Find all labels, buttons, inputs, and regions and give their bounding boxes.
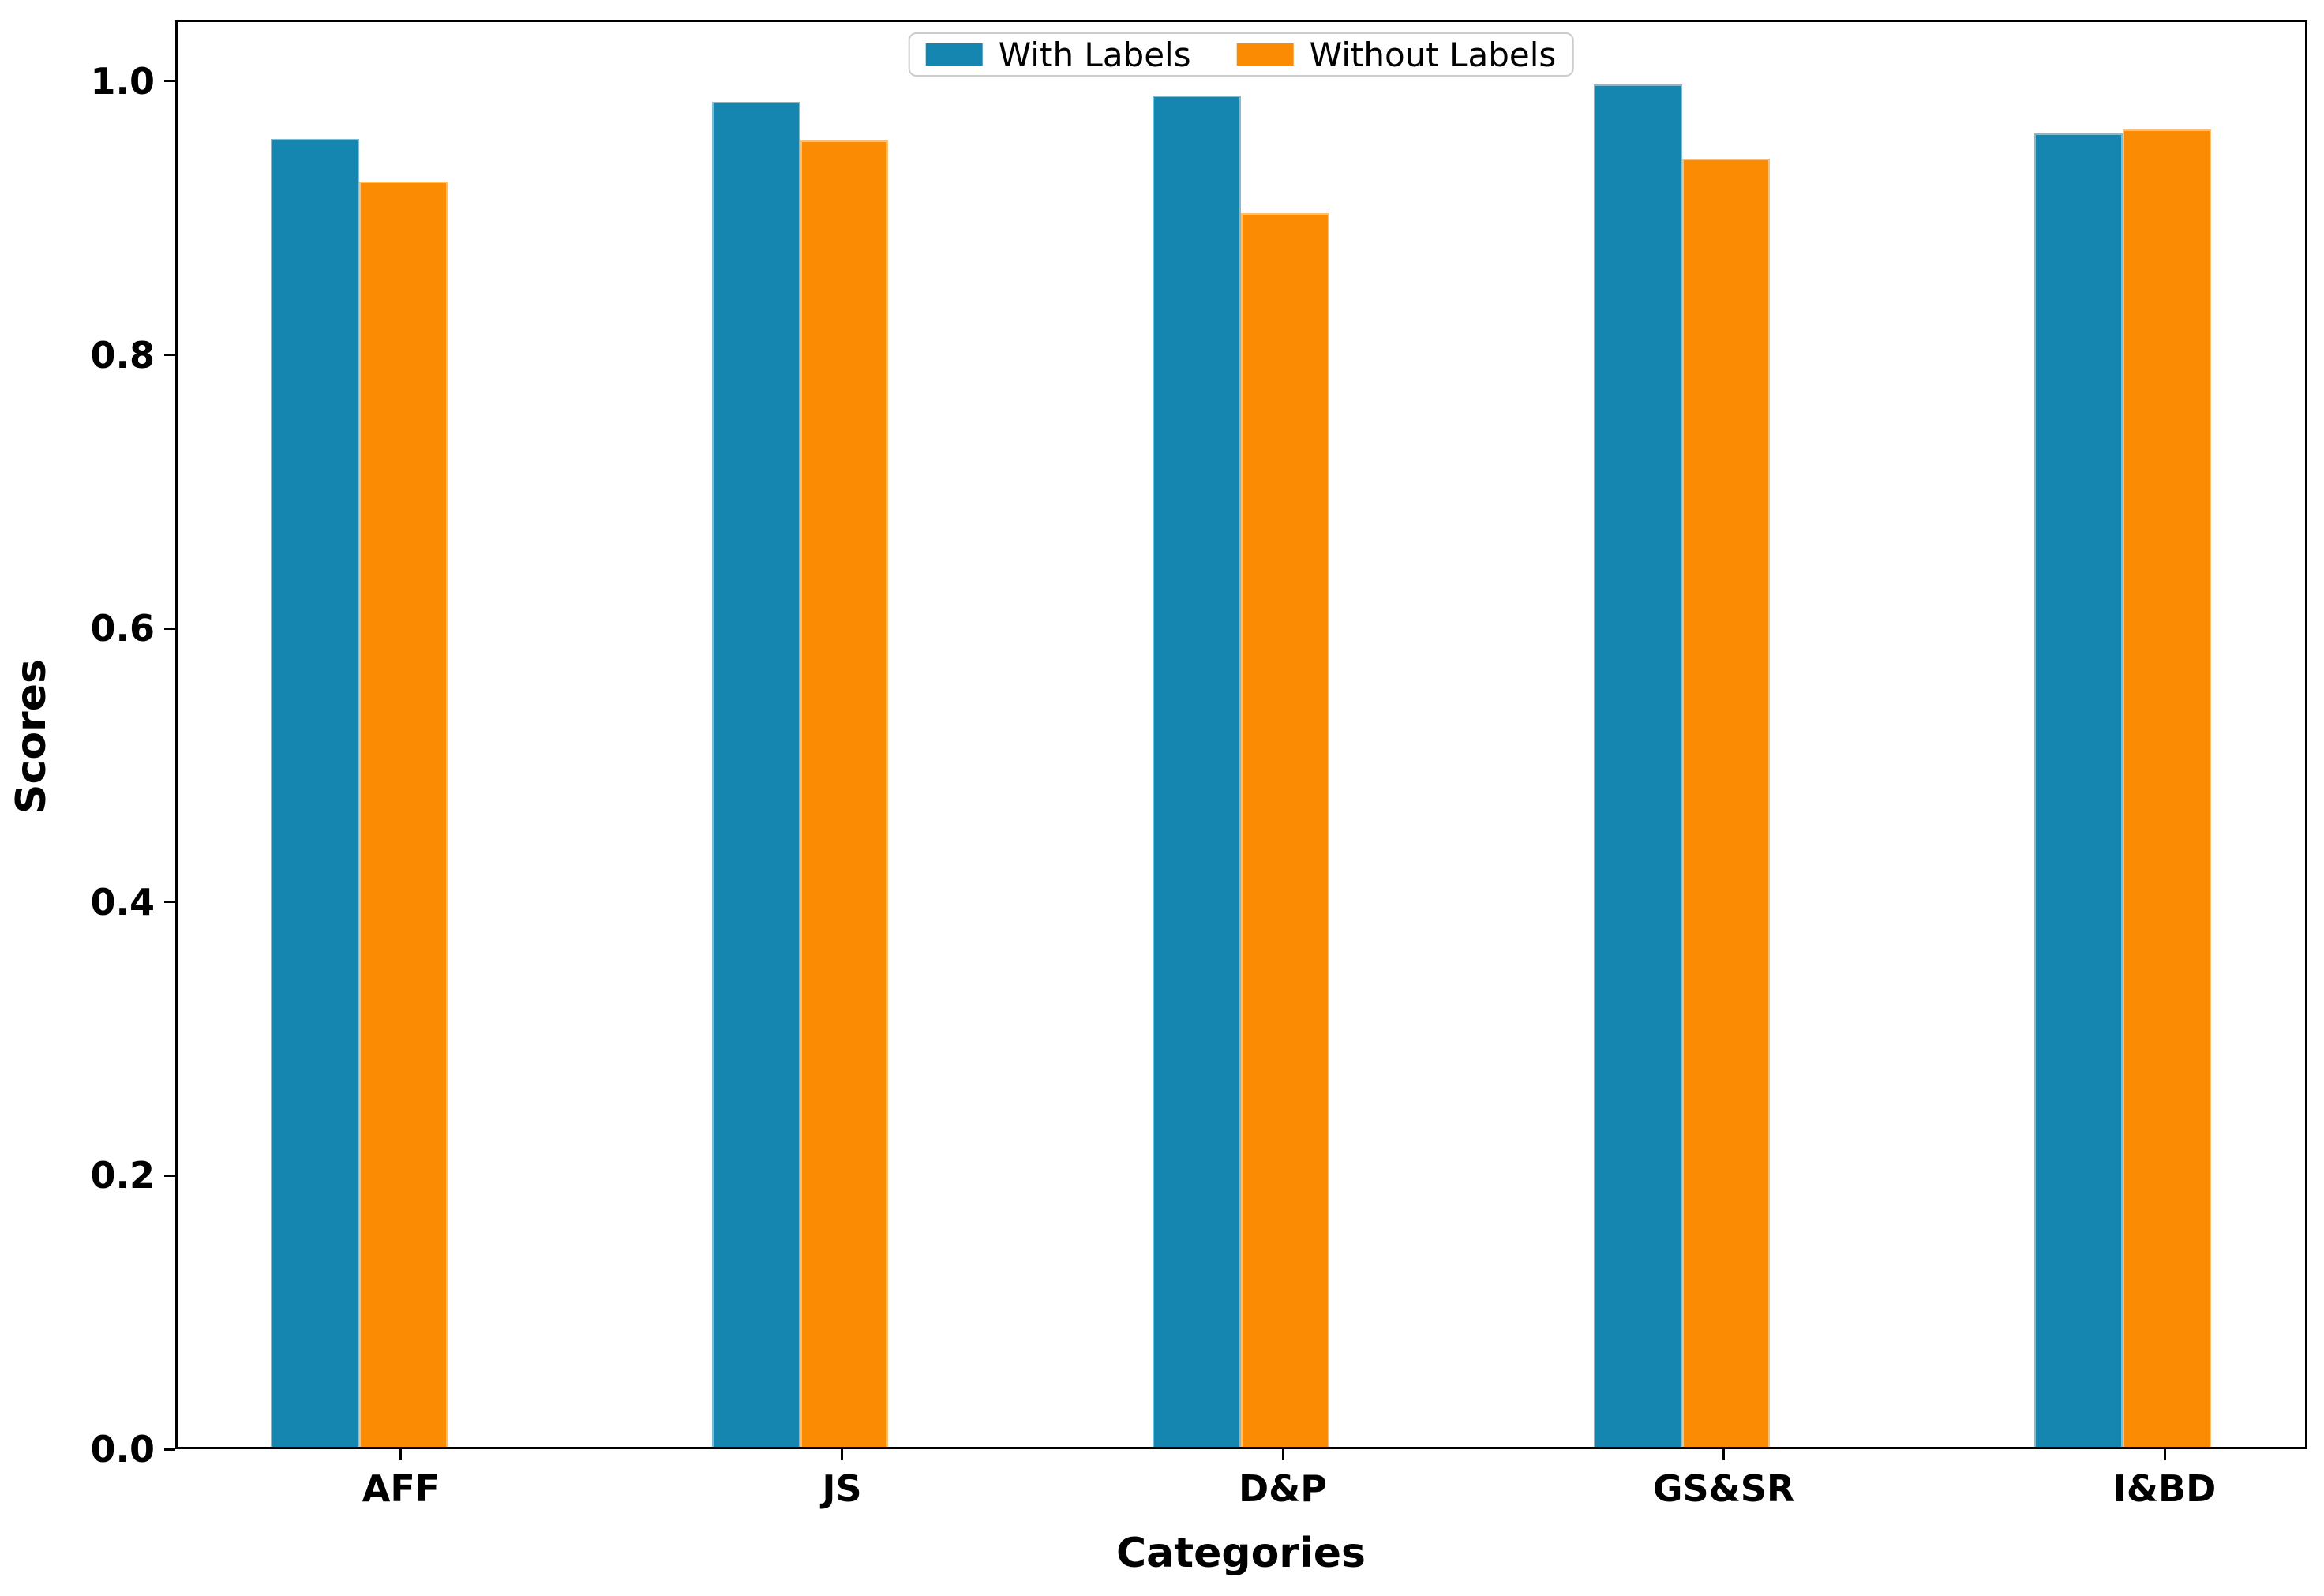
- legend-label: With Labels: [998, 35, 1191, 74]
- plot-area: [175, 20, 2307, 1449]
- x-tick-mark: [399, 1449, 403, 1460]
- x-tick-label: AFF: [362, 1467, 440, 1510]
- x-axis-label: Categories: [1115, 1530, 1366, 1577]
- y-tick-label: 0.4: [90, 880, 156, 924]
- y-tick-mark: [164, 901, 175, 904]
- y-tick-mark: [164, 627, 175, 630]
- x-tick-label: I&BD: [2112, 1467, 2217, 1510]
- bar-with-labels-aff: [271, 139, 360, 1447]
- y-tick-mark: [164, 80, 175, 83]
- bar-with-labels-dp: [1153, 95, 1242, 1447]
- y-tick-mark: [164, 1448, 175, 1451]
- y-tick-label: 0.0: [90, 1428, 156, 1470]
- y-tick-label: 0.8: [90, 333, 156, 377]
- x-tick-mark: [1722, 1449, 1726, 1460]
- x-tick-label: D&P: [1238, 1467, 1327, 1510]
- bar-with-labels-gssr: [1593, 84, 1682, 1447]
- legend-item-without-labels: Without Labels: [1236, 35, 1557, 74]
- legend-item-with-labels: With Labels: [925, 35, 1191, 74]
- x-tick-mark: [2163, 1449, 2166, 1460]
- y-tick-label: 0.2: [90, 1154, 156, 1197]
- bar-without-labels-dp: [1241, 212, 1329, 1447]
- legend-label: Without Labels: [1309, 35, 1557, 74]
- y-tick-mark: [164, 1174, 175, 1177]
- bar-without-labels-aff: [359, 181, 448, 1447]
- bar-without-labels-js: [800, 140, 889, 1447]
- bar-without-labels-ibd: [2123, 129, 2211, 1447]
- y-tick-label: 1.0: [90, 59, 156, 103]
- legend-swatch-with-labels: [925, 43, 983, 66]
- x-tick-label: GS&SR: [1652, 1467, 1795, 1510]
- bar-with-labels-ibd: [2034, 133, 2123, 1447]
- y-tick-mark: [164, 354, 175, 357]
- x-tick-mark: [840, 1449, 843, 1460]
- x-tick-mark: [1281, 1449, 1284, 1460]
- legend-swatch-without-labels: [1236, 43, 1294, 66]
- bar-with-labels-js: [711, 102, 800, 1447]
- bar-without-labels-gssr: [1681, 158, 1771, 1447]
- y-axis-label: Scores: [8, 659, 55, 814]
- y-tick-label: 0.6: [90, 607, 156, 650]
- x-tick-label: JS: [822, 1467, 862, 1510]
- legend: With Labels Without Labels: [908, 32, 1574, 77]
